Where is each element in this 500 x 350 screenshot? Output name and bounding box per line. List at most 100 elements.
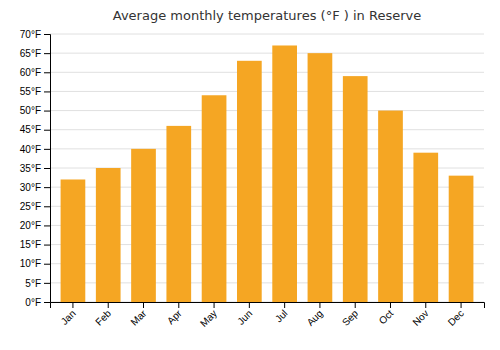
tick: 25°F bbox=[20, 201, 50, 212]
tick: 0°F bbox=[25, 297, 50, 308]
tick-label: 40°F bbox=[20, 144, 41, 155]
tick-label: 45°F bbox=[20, 124, 41, 135]
tick-mark bbox=[44, 91, 50, 92]
bar bbox=[413, 153, 438, 302]
bar bbox=[166, 126, 191, 302]
x-axis: Jan Feb Mar Apr May Jun Jul Aug Sep Oct Nov Dec bbox=[51, 302, 485, 329]
tick: 60°F bbox=[20, 67, 50, 78]
tick: May bbox=[198, 302, 219, 329]
grid-line bbox=[50, 72, 484, 73]
tick: Jan bbox=[59, 302, 78, 327]
tick-mark bbox=[44, 130, 50, 131]
bar bbox=[343, 76, 368, 302]
tick-label: Mar bbox=[128, 307, 148, 327]
tick-mark bbox=[44, 245, 50, 246]
tick-label: 35°F bbox=[20, 163, 41, 174]
tick-label: 15°F bbox=[20, 239, 41, 250]
grid-line bbox=[50, 129, 484, 130]
tick-mark bbox=[284, 302, 285, 308]
tick-label: Oct bbox=[377, 308, 396, 327]
tick-label: Jul bbox=[273, 308, 290, 325]
bar bbox=[202, 95, 227, 302]
grid-line bbox=[50, 148, 484, 149]
tick-mark bbox=[461, 302, 462, 308]
tick-mark bbox=[44, 149, 50, 150]
tick-mark bbox=[44, 264, 50, 265]
title: Average monthly temperatures (°F ) in Re… bbox=[113, 8, 421, 23]
tick-mark bbox=[44, 53, 50, 54]
tick-label: 30°F bbox=[20, 182, 41, 193]
tick: Nov bbox=[410, 302, 430, 328]
tick: 50°F bbox=[20, 105, 50, 116]
tick: 20°F bbox=[20, 220, 50, 231]
axis-line bbox=[51, 303, 485, 309]
chart: 0°F 5°F 10°F 15°F 20°F 25°F 30°F 35°F 40°F 45°F 50… bbox=[0, 0, 500, 350]
tick: Oct bbox=[377, 302, 396, 326]
tick-mark bbox=[390, 302, 391, 308]
y-axis: 0°F 5°F 10°F 15°F 20°F 25°F 30°F 35°F 40°F 45°F 50… bbox=[20, 29, 51, 308]
tick: Feb bbox=[93, 302, 113, 328]
tick-label: 60°F bbox=[20, 67, 41, 78]
tick-label: 65°F bbox=[20, 48, 41, 59]
tick-label: 10°F bbox=[20, 258, 41, 269]
tick-label: 20°F bbox=[20, 220, 41, 231]
tick-mark bbox=[44, 72, 50, 73]
tick: 10°F bbox=[20, 258, 50, 269]
tick: 35°F bbox=[20, 163, 50, 174]
tick-label: Feb bbox=[93, 307, 113, 327]
axis-line bbox=[44, 35, 51, 303]
bar bbox=[308, 53, 333, 302]
tick-label: Dec bbox=[446, 308, 466, 328]
tick: Mar bbox=[128, 302, 148, 328]
tick-label: 70°F bbox=[20, 29, 41, 40]
tick: 30°F bbox=[20, 182, 50, 193]
tick-label: 25°F bbox=[20, 201, 41, 212]
tick-mark bbox=[44, 168, 50, 169]
tick: 5°F bbox=[25, 278, 50, 289]
tick: Aug bbox=[305, 302, 325, 328]
tick-mark bbox=[44, 187, 50, 188]
bar bbox=[61, 179, 86, 302]
grid-line bbox=[50, 110, 484, 111]
tick-mark bbox=[72, 302, 73, 308]
tick-label: Jan bbox=[59, 308, 78, 327]
grid-line bbox=[50, 34, 484, 35]
tick-label: Apr bbox=[165, 307, 184, 326]
tick-mark bbox=[214, 302, 215, 308]
tick: 40°F bbox=[20, 144, 50, 155]
tick: 70°F bbox=[20, 29, 50, 40]
tick-mark bbox=[44, 206, 50, 207]
tick-label: May bbox=[198, 308, 219, 329]
tick-mark bbox=[44, 283, 50, 284]
tick-label: 50°F bbox=[20, 105, 41, 116]
bar bbox=[449, 176, 474, 302]
tick-label: 55°F bbox=[20, 86, 41, 97]
tick-mark bbox=[44, 111, 50, 112]
tick: 45°F bbox=[20, 124, 50, 135]
tick-mark bbox=[249, 302, 250, 308]
tick: 65°F bbox=[20, 48, 50, 59]
tick-mark bbox=[319, 302, 320, 308]
tick: Dec bbox=[446, 302, 466, 328]
grid-line bbox=[50, 91, 484, 92]
tick: Sep bbox=[340, 302, 361, 328]
tick-mark bbox=[178, 302, 179, 308]
tick-label: 5°F bbox=[25, 278, 41, 289]
tick-mark bbox=[108, 302, 109, 308]
bar bbox=[131, 149, 156, 302]
tick-mark bbox=[425, 302, 426, 308]
tick-mark bbox=[143, 302, 144, 308]
bar bbox=[272, 45, 297, 302]
tick-mark bbox=[355, 302, 356, 308]
tick-label: Nov bbox=[410, 308, 430, 328]
grid bbox=[50, 34, 484, 302]
tick: Jul bbox=[273, 302, 290, 324]
bar bbox=[237, 61, 262, 302]
tick-label: Jun bbox=[235, 308, 254, 327]
bar bbox=[96, 168, 121, 302]
tick: Jun bbox=[235, 302, 254, 327]
bars bbox=[61, 45, 474, 302]
tick-label: Sep bbox=[340, 307, 361, 328]
tick-label: Aug bbox=[305, 308, 325, 328]
tick: Apr bbox=[165, 302, 184, 326]
